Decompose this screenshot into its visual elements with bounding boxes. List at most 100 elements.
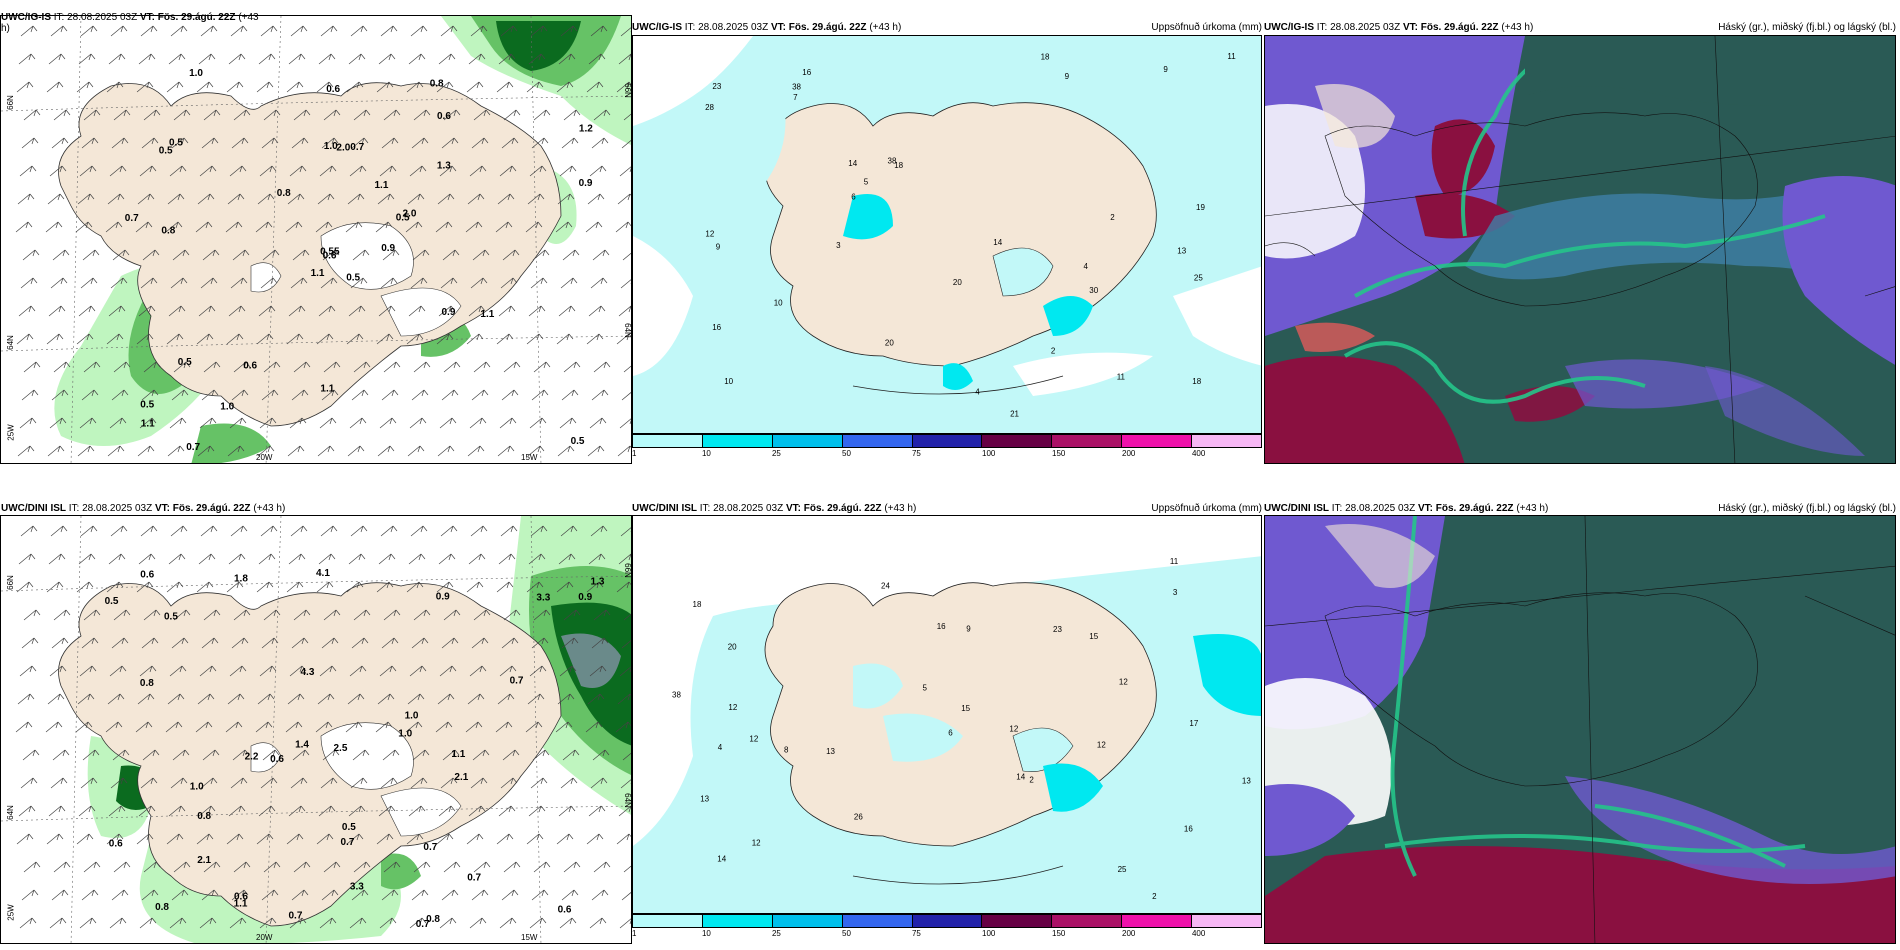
wind-barb bbox=[261, 637, 279, 649]
wind-barb bbox=[53, 361, 71, 373]
value-label: 4 bbox=[1084, 262, 1089, 271]
value-label: 4 bbox=[718, 743, 723, 752]
wind-barb bbox=[286, 333, 304, 345]
wind-barb bbox=[199, 917, 217, 929]
wind-barb bbox=[586, 833, 604, 845]
value-label: 9 bbox=[716, 242, 721, 251]
wind-barb bbox=[563, 609, 581, 621]
legend-tick-label: 10 bbox=[701, 929, 711, 938]
wind-barb bbox=[498, 805, 516, 817]
wind-barb bbox=[113, 861, 131, 873]
wind-barb bbox=[290, 277, 308, 289]
legend-colorbar bbox=[632, 434, 1262, 448]
wind-barb bbox=[143, 109, 161, 121]
wind-barb bbox=[18, 553, 36, 565]
wind-barb bbox=[52, 249, 70, 261]
value-label: 2.5 bbox=[334, 743, 348, 754]
wind-barb bbox=[83, 109, 101, 121]
init-time: IT: 28.08.2025 03Z bbox=[1329, 503, 1418, 514]
wind-barb bbox=[256, 581, 274, 593]
value-label: 0.7 bbox=[350, 142, 364, 153]
wind-barb bbox=[287, 445, 305, 457]
wind-barb bbox=[468, 553, 486, 565]
wind-barb bbox=[439, 917, 457, 929]
wind-barb bbox=[379, 917, 397, 929]
wind-barb bbox=[495, 221, 513, 233]
wind-barb bbox=[48, 53, 66, 65]
wind-barb bbox=[560, 525, 578, 537]
wind-barb bbox=[465, 221, 483, 233]
wind-barb bbox=[139, 665, 157, 677]
value-label: 38 bbox=[672, 691, 681, 700]
wind-barb bbox=[139, 417, 157, 429]
wind-barb bbox=[376, 333, 394, 345]
wind-barb bbox=[77, 693, 95, 705]
value-label: 23 bbox=[1053, 625, 1062, 634]
wind-barb bbox=[410, 777, 428, 789]
wind-barb bbox=[376, 81, 394, 93]
wind-barb bbox=[293, 609, 311, 621]
wind-barb bbox=[259, 665, 277, 677]
wind-barb bbox=[136, 81, 154, 93]
wind-barb bbox=[232, 749, 250, 761]
value-label: 0.5 bbox=[396, 212, 410, 223]
wind-barb bbox=[286, 833, 304, 845]
wind-barb bbox=[618, 553, 631, 565]
wind-barb bbox=[140, 277, 158, 289]
model-name: UWC/IG-IS bbox=[632, 22, 682, 33]
wind-barb bbox=[169, 165, 187, 177]
wind-barb bbox=[201, 637, 219, 649]
wind-barb bbox=[593, 609, 611, 621]
wind-barb bbox=[532, 749, 550, 761]
wind-barb bbox=[473, 361, 491, 373]
wind-barb bbox=[556, 81, 574, 93]
wind-barb bbox=[555, 221, 573, 233]
panel-top-right-title: UWC/IG-IS IT: 28.08.2025 03Z VT: Fös. 29… bbox=[1264, 22, 1896, 33]
wind-barb bbox=[230, 277, 248, 289]
wind-barb bbox=[409, 665, 427, 677]
wind-barb bbox=[408, 305, 426, 317]
wind-barb bbox=[563, 361, 581, 373]
wind-barb bbox=[346, 333, 364, 345]
wind-barb bbox=[23, 109, 41, 121]
wind-barb bbox=[172, 749, 190, 761]
wind-barb bbox=[49, 165, 67, 177]
wind-barb bbox=[229, 165, 247, 177]
wind-barb bbox=[138, 53, 156, 65]
model-name: UWC/DINI ISL bbox=[1264, 503, 1329, 514]
wind-barb bbox=[623, 365, 631, 373]
value-label: 0.8 bbox=[140, 678, 154, 689]
wind-barb bbox=[353, 361, 371, 373]
value-label: 0.7 bbox=[341, 837, 355, 848]
wind-barb bbox=[53, 861, 71, 873]
wind-barb bbox=[168, 305, 186, 317]
wind-barb bbox=[261, 889, 279, 901]
wind-barb bbox=[19, 665, 37, 677]
wind-barb bbox=[106, 81, 124, 93]
lead-time: (+43 h) bbox=[250, 503, 286, 514]
wind-barb bbox=[19, 417, 37, 429]
wind-barb bbox=[197, 193, 215, 205]
wind-barb bbox=[469, 917, 487, 929]
value-label: 20 bbox=[953, 278, 962, 287]
value-label: 1.0 bbox=[324, 141, 338, 152]
wind-barb bbox=[408, 53, 426, 65]
legend-swatch bbox=[772, 915, 843, 927]
value-label: 5 bbox=[864, 178, 869, 187]
wind-barb bbox=[346, 581, 364, 593]
wind-barb bbox=[169, 417, 187, 429]
wind-barb bbox=[469, 165, 487, 177]
wind-barb bbox=[441, 389, 459, 401]
wind-barb bbox=[229, 417, 247, 429]
wind-barb bbox=[76, 333, 94, 345]
wind-barb bbox=[526, 833, 544, 845]
legend-tick-label: 100 bbox=[982, 929, 996, 938]
wind-barb bbox=[20, 277, 38, 289]
legend-tick-label: 25 bbox=[771, 929, 781, 938]
lon-label-15w: 15W bbox=[521, 933, 538, 942]
wind-barb bbox=[496, 333, 514, 345]
wind-barb bbox=[528, 53, 546, 65]
value-label: 1.4 bbox=[295, 739, 309, 750]
wind-barb bbox=[525, 221, 543, 233]
wind-barb bbox=[409, 917, 427, 929]
